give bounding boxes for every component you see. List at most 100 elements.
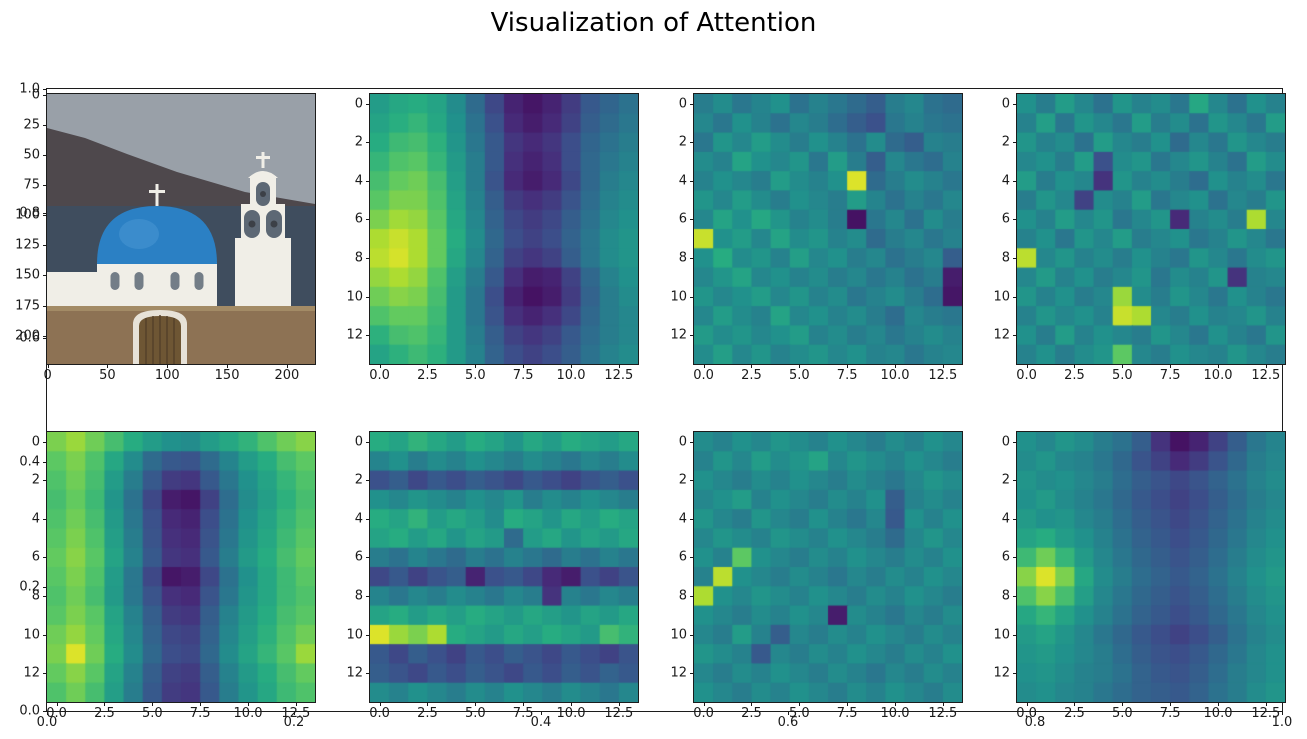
photo-drum-window: [170, 272, 180, 290]
photo-bell-tower-base: [235, 238, 291, 308]
y-tick-label: 6: [354, 549, 363, 565]
y-tick-mark: [690, 103, 694, 105]
y-tick-label: 50: [23, 147, 40, 163]
y-tick-mark: [43, 480, 47, 482]
x-tick-mark: [56, 702, 58, 706]
y-tick-mark: [43, 711, 47, 712]
y-tick-label: 100: [15, 207, 40, 223]
y-tick-mark: [690, 441, 694, 443]
y-tick-label: 12: [993, 665, 1010, 681]
y-tick-label: 12: [993, 327, 1010, 343]
x-tick-label: 12.5: [1251, 368, 1281, 383]
x-tick-label: 5.0: [1111, 368, 1133, 383]
x-tick-mark: [1265, 702, 1267, 706]
x-tick-mark: [523, 364, 525, 368]
x-tick-label: 0.8: [1024, 715, 1046, 730]
x-tick-label: 7.5: [512, 368, 534, 383]
y-tick-label: 10: [346, 289, 363, 304]
y-tick-mark: [690, 673, 694, 675]
photo-bell: [248, 220, 256, 228]
x-tick-mark: [427, 702, 429, 706]
x-tick-mark: [799, 702, 801, 706]
x-tick-label: 5.0: [1111, 706, 1133, 721]
x-tick-label: 0.0: [369, 706, 390, 721]
photo-dome-cross-h: [149, 190, 165, 193]
x-tick-label: 12.5: [604, 368, 634, 383]
x-tick-label: 150: [214, 368, 240, 383]
y-tick-label: 4: [1001, 173, 1010, 189]
y-tick-mark: [690, 335, 694, 337]
x-tick-mark: [104, 702, 106, 706]
x-tick-label: 7.5: [836, 706, 858, 721]
photo-dome-highlight: [119, 219, 159, 249]
photo-wall-top-edge: [47, 306, 315, 311]
x-tick-mark: [248, 702, 249, 706]
y-tick-label: 6: [678, 211, 687, 227]
x-tick-mark: [1026, 364, 1028, 368]
attention-heatmap-canvas-2: [694, 94, 962, 364]
y-tick-mark: [366, 219, 370, 221]
x-tick-label: 0.0: [1016, 368, 1037, 383]
y-tick-mark: [1013, 103, 1017, 105]
y-tick-label: 8: [354, 588, 363, 604]
y-tick-mark: [43, 586, 47, 588]
x-tick-mark: [571, 364, 572, 368]
y-tick-label: 0: [1001, 96, 1010, 112]
x-tick-label: 7.5: [836, 368, 858, 383]
x-tick-mark: [847, 364, 849, 368]
x-tick-mark: [942, 364, 944, 368]
attention-heatmap-canvas-4: [47, 432, 315, 702]
y-tick-label: 6: [354, 211, 363, 227]
y-tick-mark: [366, 296, 370, 298]
x-tick-label: 5.0: [788, 706, 810, 721]
y-tick-label: 8: [678, 588, 687, 604]
y-tick-mark: [690, 296, 694, 298]
x-tick-label: 10.0: [1203, 706, 1233, 721]
photo-tower-pediment: [248, 171, 278, 178]
y-tick-label: 0: [31, 434, 40, 450]
x-tick-mark: [475, 364, 477, 368]
photo-drum-window: [194, 272, 204, 290]
y-tick-mark: [43, 557, 47, 559]
x-tick-label: 10.0: [880, 706, 910, 721]
y-tick-label: 0.0: [19, 703, 40, 719]
photo-dome-cross-v: [155, 184, 159, 206]
y-tick-label: 12: [670, 327, 687, 343]
y-tick-mark: [366, 595, 370, 597]
y-tick-mark: [690, 518, 694, 520]
x-tick-mark: [751, 702, 753, 706]
attention-heatmap-canvas-6: [694, 432, 962, 702]
x-tick-mark: [1074, 364, 1076, 368]
y-tick-mark: [43, 185, 47, 186]
x-tick-mark: [541, 711, 542, 715]
y-tick-label: 4: [678, 173, 687, 189]
y-tick-mark: [43, 335, 47, 337]
subplot-attention-6: 0.0 2.5 5.0 7.5 10.0 12.5 0 2 4 6 8 10 12: [670, 431, 963, 720]
x-tick-label: 5.0: [464, 706, 486, 721]
x-tick-mark: [427, 364, 429, 368]
y-tick-label: 0.4: [19, 454, 40, 470]
y-tick-label: 6: [1001, 211, 1010, 227]
y-tick-label: 0: [354, 96, 363, 112]
attention-heatmap-canvas-5: [370, 432, 638, 702]
y-tick-label: 8: [31, 588, 40, 604]
y-tick-mark: [1013, 595, 1017, 597]
y-tick-label: 0: [31, 87, 40, 103]
y-tick-mark: [366, 335, 370, 337]
x-tick-label: 0.4: [530, 715, 552, 730]
x-tick-mark: [523, 702, 525, 706]
x-tick-mark: [751, 364, 753, 368]
x-tick-mark: [1122, 364, 1124, 368]
y-tick-mark: [690, 180, 694, 182]
y-tick-label: 4: [354, 173, 363, 189]
y-tick-label: 2: [354, 472, 363, 488]
y-tick-mark: [366, 557, 370, 559]
y-tick-mark: [43, 673, 47, 675]
y-tick-mark: [1013, 180, 1017, 182]
y-tick-mark: [43, 94, 47, 96]
x-tick-mark: [167, 364, 169, 368]
x-tick-label: 12.5: [281, 706, 311, 721]
photo-drum-window: [134, 272, 144, 290]
x-tick-label: 5.0: [788, 368, 810, 383]
y-tick-mark: [43, 518, 47, 520]
